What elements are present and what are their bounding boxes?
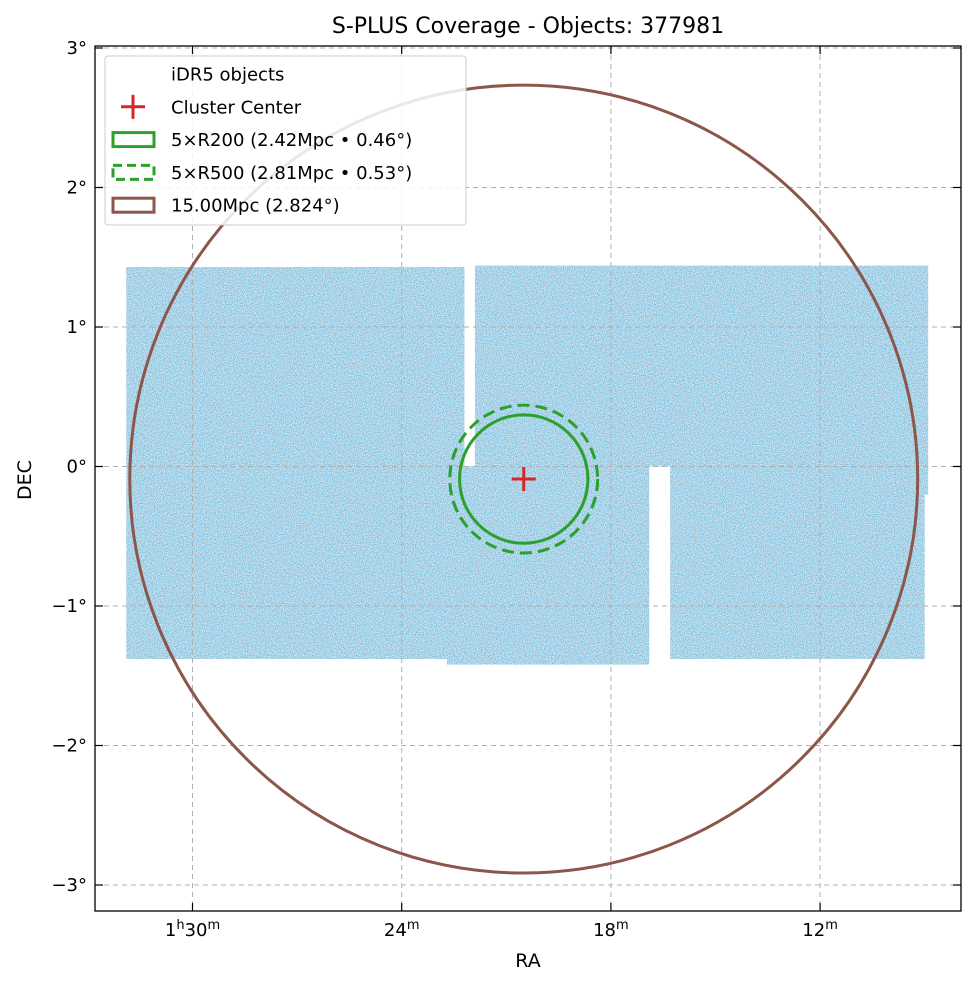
legend-box bbox=[104, 55, 467, 226]
chart-title: S-PLUS Coverage - Objects: 377981 bbox=[332, 14, 724, 39]
y-tick-label: 1° bbox=[67, 317, 87, 338]
y-tick-label: 3° bbox=[67, 38, 87, 59]
circle-15-00mpc bbox=[128, 83, 920, 875]
x-axis-label: RA bbox=[515, 950, 540, 972]
y-tick-label: 0° bbox=[67, 457, 87, 478]
coverage-tile-density bbox=[474, 265, 814, 467]
coverage-tiles bbox=[95, 46, 961, 911]
legend-label: 5×R200 (2.42Mpc • 0.46°) bbox=[171, 130, 412, 151]
x-tick-label: 1h30m bbox=[165, 918, 220, 941]
x-tick-label: 12m bbox=[802, 918, 838, 941]
coverage-tile-density bbox=[670, 466, 925, 660]
x-tick-label: 18m bbox=[593, 918, 629, 941]
legend-label: iDR5 objects bbox=[171, 65, 284, 86]
legend-label: 15.00Mpc (2.824°) bbox=[171, 196, 340, 217]
legend-patch bbox=[111, 196, 156, 214]
circle-5-r500 bbox=[448, 403, 600, 555]
coverage-tile-density bbox=[813, 265, 929, 495]
legend-label: Cluster Center bbox=[171, 97, 302, 118]
circle-5-r200 bbox=[458, 413, 590, 545]
legend-label: 5×R500 (2.81Mpc • 0.53°) bbox=[171, 163, 412, 184]
radius-circles bbox=[128, 83, 920, 875]
y-tick-label: −1° bbox=[51, 596, 87, 617]
coverage-tile-density bbox=[447, 466, 650, 665]
legend: iDR5 objects Cluster Center 5×R200 (2.42Mp… bbox=[104, 55, 467, 226]
y-tick-label: −2° bbox=[51, 736, 87, 757]
cluster-center-marker bbox=[511, 467, 536, 492]
plot-area bbox=[95, 46, 961, 911]
y-tick-label: 2° bbox=[67, 178, 87, 199]
x-tick-label: 24m bbox=[384, 918, 420, 941]
coverage-tile-density bbox=[126, 267, 465, 467]
y-axis-label: DEC bbox=[14, 460, 36, 500]
y-tick-label: −3° bbox=[51, 875, 87, 896]
legend-patch bbox=[111, 163, 156, 181]
coverage-tile-density bbox=[126, 466, 448, 660]
plot-frame bbox=[94, 45, 962, 912]
legend-patch bbox=[111, 131, 156, 149]
